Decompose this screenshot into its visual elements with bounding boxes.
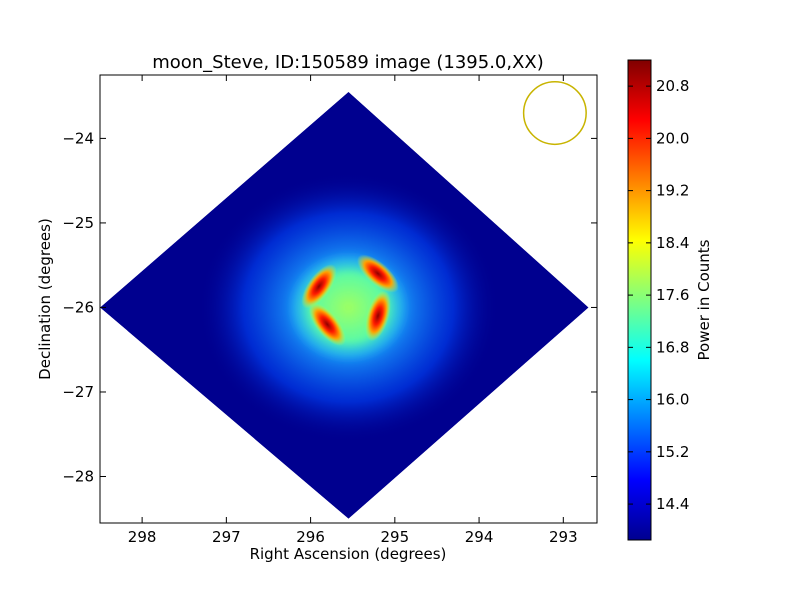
x-axis-label: Right Ascension (degrees): [250, 545, 447, 563]
plot-frame: [99, 74, 598, 524]
x-axis: 298 297 296 295 294 293: [128, 75, 578, 546]
y-tick-label: −27: [62, 383, 94, 401]
beam-marker-circle: [522, 81, 587, 146]
peak-lobe-4: [308, 302, 346, 346]
peak-lobe-3: [365, 290, 391, 342]
x-tick-label: 294: [465, 528, 494, 546]
colorbar-gradient: [627, 59, 652, 541]
x-tick-label: 293: [549, 528, 578, 546]
chart-title: moon_Steve, ID:150589 image (1395.0,XX): [152, 52, 544, 73]
colorbar-tick-label: 16.0: [656, 391, 689, 409]
colorbar-tick-label: 17.6: [656, 286, 689, 304]
y-tick-label: −26: [62, 298, 94, 316]
colorbar-tick-label: 20.0: [656, 129, 689, 147]
plot-area: [100, 81, 589, 519]
colorbar-tick-label: 14.4: [656, 495, 689, 513]
x-tick-label: 297: [212, 528, 241, 546]
colorbar-label: Power in Counts: [695, 239, 713, 360]
peak-lobe-1: [301, 264, 337, 309]
peak-lobe-2: [357, 254, 399, 293]
colorbar-tick-label: 15.2: [656, 443, 689, 461]
x-tick-label: 298: [128, 528, 157, 546]
colorbar: 14.4 15.2 16.0 16.8 17.6 18.4 19.2 20.0 20.8 Pow…: [627, 59, 713, 541]
x-tick-label: 295: [381, 528, 410, 546]
y-tick-label: −24: [62, 129, 94, 147]
y-tick-label: −25: [62, 214, 94, 232]
colorbar-tick-label: 19.2: [656, 182, 689, 200]
colorbar-tick-label: 20.8: [656, 77, 689, 95]
y-axis-label: Declination (degrees): [36, 218, 54, 380]
colorbar-tick-label: 16.8: [656, 338, 689, 356]
y-axis: −24 −25 −26 −27 −28: [62, 129, 597, 486]
x-tick-label: 296: [296, 528, 325, 546]
heatmap-image: [100, 91, 589, 519]
colorbar-tick-label: 18.4: [656, 234, 689, 252]
y-tick-label: −28: [62, 468, 94, 486]
